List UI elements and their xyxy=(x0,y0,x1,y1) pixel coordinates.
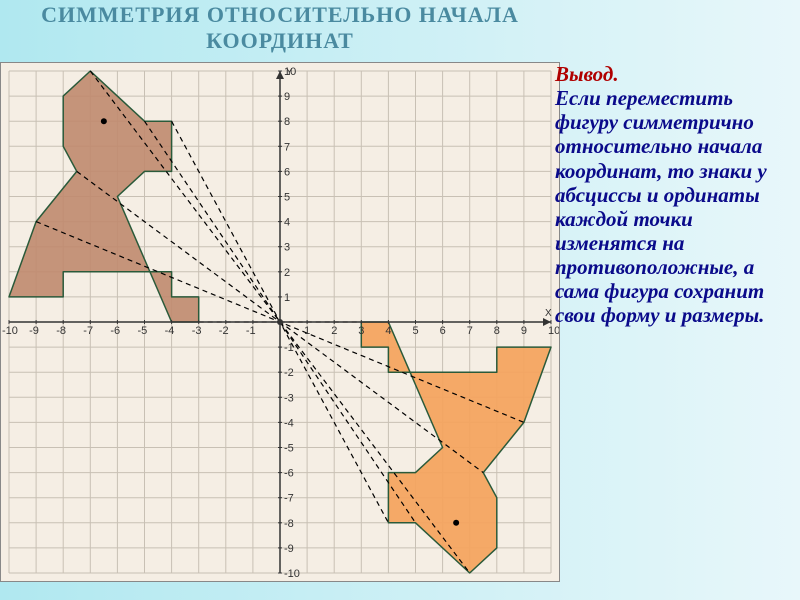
svg-text:8: 8 xyxy=(494,325,500,337)
svg-text:-1: -1 xyxy=(284,342,294,354)
svg-text:-2: -2 xyxy=(284,367,294,379)
svg-text:-9: -9 xyxy=(29,325,39,337)
conclusion-body: Если переместить фигуру симметрично отно… xyxy=(555,86,767,327)
svg-text:1: 1 xyxy=(284,292,290,304)
conclusion-text: Вывод. Если переместить фигуру симметрич… xyxy=(555,60,800,330)
conclusion-lead: Вывод. xyxy=(555,62,619,86)
svg-text:-7: -7 xyxy=(284,493,294,505)
svg-text:4: 4 xyxy=(385,325,391,337)
slide-title: СИММЕТРИЯ ОТНОСИТЕЛЬНО НАЧАЛА КООРДИНАТ xyxy=(0,2,560,54)
svg-text:-5: -5 xyxy=(284,443,294,455)
svg-text:9: 9 xyxy=(521,325,527,337)
svg-text:-7: -7 xyxy=(83,325,93,337)
svg-text:-6: -6 xyxy=(284,468,294,480)
svg-text:-5: -5 xyxy=(138,325,148,337)
svg-text:-4: -4 xyxy=(165,325,175,337)
svg-text:6: 6 xyxy=(440,325,446,337)
svg-text:5: 5 xyxy=(413,325,419,337)
svg-text:10: 10 xyxy=(284,66,296,78)
coordinate-chart: XY-10-9-8-7-6-5-4-3-2-112345678910-10-9-… xyxy=(0,62,560,582)
svg-text:3: 3 xyxy=(358,325,364,337)
svg-text:8: 8 xyxy=(284,116,290,128)
svg-text:-3: -3 xyxy=(192,325,202,337)
svg-text:-8: -8 xyxy=(284,518,294,530)
svg-text:X: X xyxy=(545,308,552,319)
svg-text:-10: -10 xyxy=(2,325,18,337)
svg-text:2: 2 xyxy=(331,325,337,337)
svg-text:6: 6 xyxy=(284,166,290,178)
svg-text:3: 3 xyxy=(284,242,290,254)
svg-text:-2: -2 xyxy=(219,325,229,337)
svg-text:-3: -3 xyxy=(284,392,294,404)
svg-text:-8: -8 xyxy=(56,325,66,337)
svg-text:7: 7 xyxy=(467,325,473,337)
svg-text:-1: -1 xyxy=(246,325,256,337)
svg-text:1: 1 xyxy=(304,325,310,337)
svg-text:-9: -9 xyxy=(284,543,294,555)
chart-svg: XY-10-9-8-7-6-5-4-3-2-112345678910-10-9-… xyxy=(1,63,559,581)
svg-text:-10: -10 xyxy=(284,568,300,580)
svg-text:4: 4 xyxy=(284,217,290,229)
svg-text:5: 5 xyxy=(284,192,290,204)
svg-text:-6: -6 xyxy=(110,325,120,337)
svg-text:9: 9 xyxy=(284,91,290,103)
svg-text:-4: -4 xyxy=(284,417,294,429)
svg-text:7: 7 xyxy=(284,141,290,153)
svg-text:2: 2 xyxy=(284,267,290,279)
